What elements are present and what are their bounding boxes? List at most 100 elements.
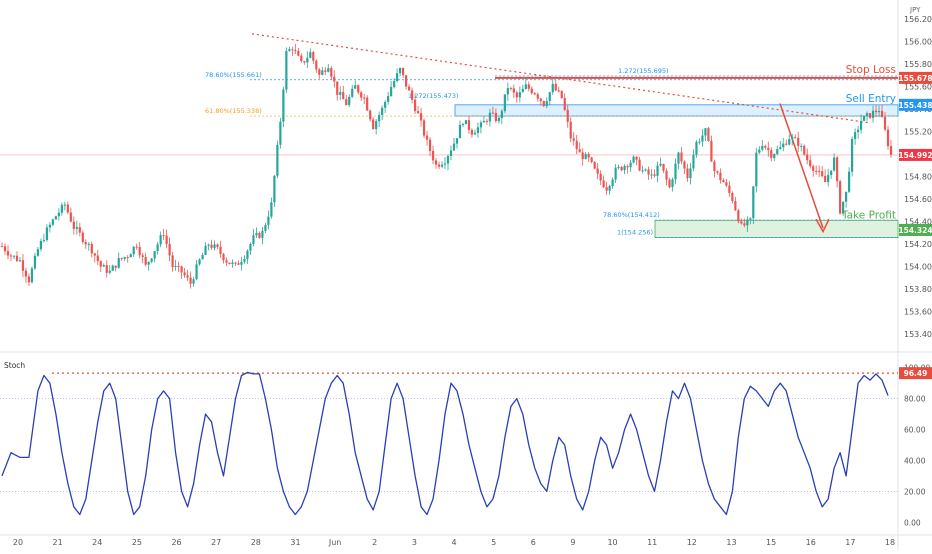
candle-body [309, 52, 312, 58]
candle-body [138, 246, 141, 256]
candle-body [207, 244, 210, 246]
candle-body [770, 150, 773, 158]
candle-body [363, 97, 366, 99]
candle-body [348, 96, 351, 105]
stoch-tick-label: 40.00 [904, 456, 926, 465]
candle-body [602, 180, 605, 188]
candle-body [434, 160, 438, 165]
candle-body [303, 61, 306, 63]
candle-body [410, 90, 414, 100]
candle-body [216, 244, 219, 247]
candle-body [189, 277, 192, 284]
candle-body [704, 128, 707, 136]
candle-body [402, 67, 405, 76]
candle-body [33, 255, 37, 269]
candle-body [632, 156, 635, 163]
candle-body [491, 112, 494, 114]
candle-body [339, 92, 342, 95]
candle-body [626, 166, 629, 168]
price-tick-label: 154.200 [904, 240, 932, 249]
candle-body [396, 73, 399, 82]
candle-body [485, 120, 489, 122]
time-tick-label: 11 [647, 538, 657, 547]
candle-body [330, 68, 333, 77]
candle-body [318, 69, 321, 75]
candle-body [647, 169, 650, 175]
stoch-tick-label: 80.00 [904, 395, 926, 404]
sell-entry-tag [899, 98, 932, 111]
candle-body [809, 160, 812, 167]
candle-body [30, 268, 34, 283]
candle-body [761, 145, 764, 150]
candle-body [824, 175, 827, 183]
candle-body [201, 254, 204, 260]
candle-body [530, 88, 533, 94]
fib-label: 61.80%(155.338) [205, 107, 262, 115]
candle-body [566, 109, 569, 122]
projection-arrow-line [779, 103, 824, 229]
candle-body [584, 153, 587, 160]
candle-body [168, 243, 171, 256]
candle-body [617, 166, 620, 168]
candle-body [614, 167, 617, 180]
candle-body [237, 263, 240, 265]
price-tick-label: 153.800 [904, 285, 932, 294]
candle-body [479, 122, 483, 128]
candle-body [393, 81, 396, 87]
candle-body [0, 246, 4, 248]
candle-body [871, 110, 875, 118]
candle-body [482, 120, 486, 123]
candle-body [114, 265, 117, 268]
time-tick-label: 17 [845, 538, 855, 547]
price-tick-label: 154.400 [904, 217, 932, 226]
candle-body [177, 265, 180, 267]
candle-body [865, 113, 869, 116]
candle-body [93, 253, 96, 256]
time-tick-label: 10 [607, 538, 617, 547]
candle-body [509, 88, 512, 90]
candle-body [399, 67, 402, 74]
candle-body [638, 159, 641, 171]
candle-body [135, 246, 138, 248]
candle-body [21, 260, 25, 271]
stoch-tick-label: 60.00 [904, 426, 926, 435]
candle-body [620, 166, 623, 171]
fib-label: 78.60%(154.412) [603, 211, 660, 219]
candle-body [581, 152, 584, 160]
candle-body [794, 137, 797, 139]
candle-body [611, 179, 614, 187]
fib-label: 1(154.256) [617, 229, 653, 237]
candle-body [443, 163, 447, 165]
candle-body [270, 202, 273, 217]
candle-body [569, 121, 572, 139]
candle-body [54, 216, 57, 220]
candle-body [440, 164, 444, 167]
candle-body [36, 249, 40, 256]
candle-body [590, 157, 593, 162]
candle-body [84, 242, 87, 245]
candle-body [668, 179, 671, 188]
candle-body [818, 171, 821, 173]
candle-body [458, 124, 462, 139]
candle-body [183, 272, 186, 276]
candle-body [210, 244, 213, 248]
candle-body [536, 94, 539, 99]
time-tick-label: 6 [531, 538, 536, 547]
price-tick-label: 153.600 [904, 307, 932, 316]
projection-arrowhead [815, 218, 830, 234]
stoch-line [1, 371, 889, 516]
candle-body [776, 149, 779, 155]
candle-body [836, 157, 839, 182]
candle-body [198, 259, 201, 265]
candle-body [659, 163, 662, 166]
candle-body [725, 182, 728, 186]
candle-body [66, 204, 69, 213]
candle-body [713, 161, 716, 172]
candle-body [192, 279, 195, 284]
candle-body [815, 170, 818, 172]
candle-body [874, 110, 878, 113]
candle-body [327, 68, 330, 72]
candle-body [692, 154, 695, 169]
candle-body [63, 204, 66, 206]
